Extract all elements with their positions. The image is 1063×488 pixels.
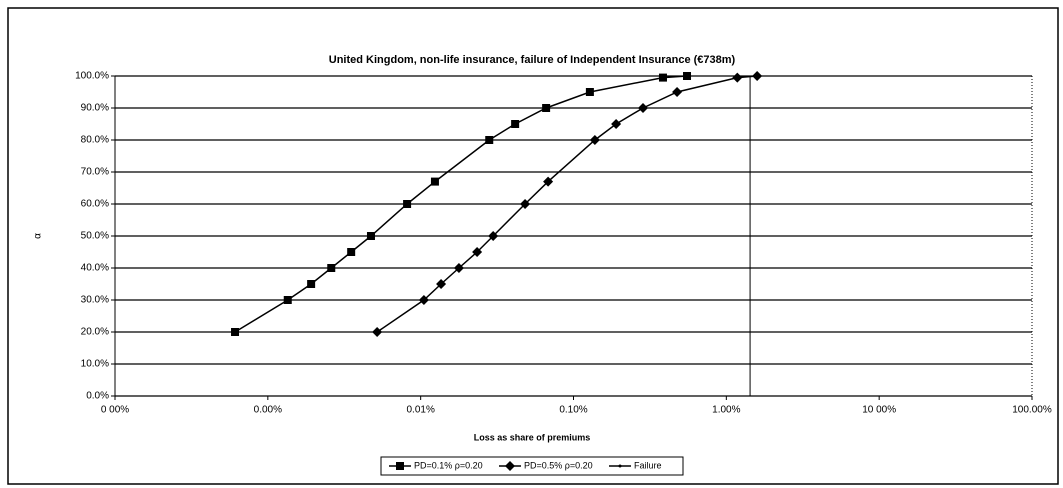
marker bbox=[542, 104, 551, 112]
y-tick-label: 0.0% bbox=[86, 391, 109, 402]
y-tick-label: 100.0% bbox=[75, 71, 109, 82]
legend-label: Failure bbox=[634, 460, 662, 470]
legend-label: PD=0.1% ρ=0.20 bbox=[414, 460, 483, 470]
marker bbox=[418, 295, 429, 305]
marker bbox=[732, 72, 743, 83]
y-tick-label: 80.0% bbox=[81, 135, 109, 146]
x-axis-label: Loss as share of premiums bbox=[474, 432, 591, 442]
legend: PD=0.1% ρ=0.20 PD=0.5% ρ=0.20 Failure bbox=[380, 456, 684, 476]
marker bbox=[672, 87, 683, 97]
x-tick-label: 1.00% bbox=[712, 405, 740, 416]
chart-title: United Kingdom, non-life insurance, fail… bbox=[329, 54, 736, 66]
marker bbox=[485, 136, 494, 144]
marker bbox=[430, 177, 439, 186]
y-tick-label: 30.0% bbox=[81, 295, 109, 306]
y-axis-label: α bbox=[33, 233, 44, 239]
y-tick-label: 40.0% bbox=[81, 263, 109, 274]
marker bbox=[231, 328, 240, 336]
marker bbox=[511, 120, 520, 128]
chart-frame bbox=[7, 7, 1059, 485]
legend-marker bbox=[505, 461, 515, 471]
marker bbox=[589, 135, 600, 145]
marker bbox=[658, 73, 667, 82]
marker bbox=[472, 247, 483, 257]
x-tick-label: 0.01% bbox=[406, 405, 434, 416]
marker bbox=[752, 71, 763, 81]
marker bbox=[585, 88, 594, 96]
marker bbox=[520, 199, 531, 209]
legend-box bbox=[380, 456, 684, 476]
marker bbox=[611, 119, 622, 129]
marker bbox=[283, 296, 292, 304]
y-tick-label: 90.0% bbox=[81, 103, 109, 114]
x-tick-label: 0 00% bbox=[101, 405, 129, 416]
y-tick-label: 20.0% bbox=[81, 327, 109, 338]
marker bbox=[372, 327, 383, 337]
marker bbox=[327, 264, 336, 272]
marker bbox=[366, 232, 375, 240]
x-tick-label: 100.00% bbox=[1012, 405, 1052, 416]
marker bbox=[436, 279, 447, 289]
y-tick-label: 70.0% bbox=[81, 167, 109, 178]
y-tick-label: 10.0% bbox=[81, 359, 109, 370]
marker bbox=[307, 280, 316, 288]
marker bbox=[488, 231, 499, 241]
y-tick-label: 60.0% bbox=[81, 199, 109, 210]
marker bbox=[543, 176, 554, 187]
x-tick-label: 0.10% bbox=[559, 405, 587, 416]
legend-marker bbox=[396, 462, 404, 470]
marker bbox=[347, 248, 356, 256]
marker bbox=[453, 263, 464, 273]
x-tick-label: 10 00% bbox=[862, 405, 896, 416]
x-tick-label: 0.00% bbox=[254, 405, 282, 416]
marker bbox=[638, 103, 649, 113]
legend-label: PD=0.5% ρ=0.20 bbox=[524, 460, 593, 470]
marker bbox=[683, 72, 692, 80]
marker bbox=[403, 200, 412, 208]
series-line bbox=[376, 75, 758, 333]
legend-marker bbox=[618, 464, 622, 468]
y-tick-label: 50.0% bbox=[81, 231, 109, 242]
